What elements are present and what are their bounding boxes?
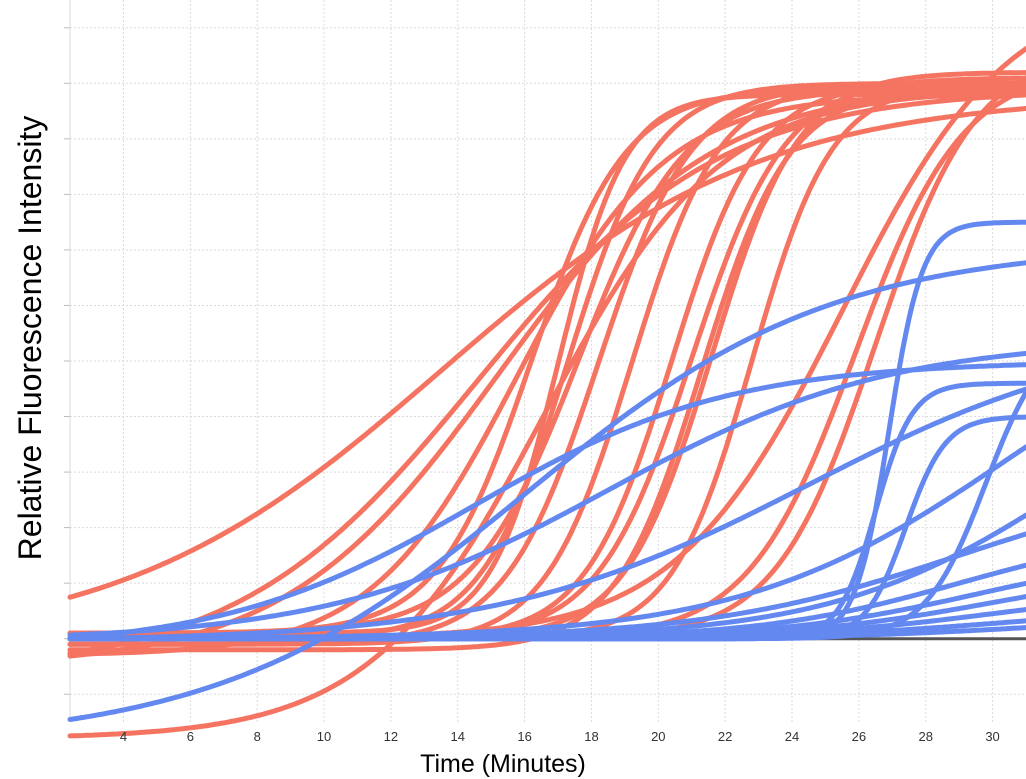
x-tick-label: 4 bbox=[120, 729, 127, 744]
red-curve-19 bbox=[67, 75, 1026, 642]
x-tick-label: 18 bbox=[584, 729, 598, 744]
x-axis-title: Time (Minutes) bbox=[420, 750, 586, 778]
red-curve-18 bbox=[67, 86, 1026, 642]
x-tick-label: 22 bbox=[718, 729, 732, 744]
x-tick-label: 24 bbox=[785, 729, 799, 744]
red-curve-1 bbox=[67, 106, 1026, 600]
x-tick-label: 20 bbox=[651, 729, 665, 744]
blue-curve-22 bbox=[67, 351, 1026, 638]
x-tick-label: 16 bbox=[517, 729, 531, 744]
x-tick-labels: 4 6 8 10 12 14 16 18 20 22 24 26 28 30 bbox=[120, 729, 1000, 744]
x-tick-label: 14 bbox=[451, 729, 465, 744]
x-tick-label: 12 bbox=[384, 729, 398, 744]
x-tick-label: 30 bbox=[985, 729, 999, 744]
x-tick-label: 28 bbox=[918, 729, 932, 744]
blue-series-group bbox=[67, 219, 1026, 722]
x-tick-label: 8 bbox=[254, 729, 261, 744]
red-curve-7 bbox=[67, 91, 1026, 636]
x-tick-label: 6 bbox=[187, 729, 194, 744]
red-curve-10 bbox=[67, 80, 1026, 647]
blue-curve-20 bbox=[67, 260, 1026, 722]
blue-curve-21 bbox=[67, 362, 1026, 641]
y-axis-title: Relative Fluorescence Intensity bbox=[12, 116, 48, 561]
red-curve-13 bbox=[67, 75, 1026, 642]
red-curve-17 bbox=[67, 46, 1026, 642]
blue-curve-36 bbox=[67, 390, 1026, 642]
blue-curve-23 bbox=[67, 386, 1026, 642]
x-tick-label: 26 bbox=[852, 729, 866, 744]
x-tick-label: 10 bbox=[317, 729, 331, 744]
red-curve-14 bbox=[67, 86, 1026, 653]
red-curve-11 bbox=[67, 80, 1026, 647]
red-curve-15 bbox=[67, 70, 1026, 642]
